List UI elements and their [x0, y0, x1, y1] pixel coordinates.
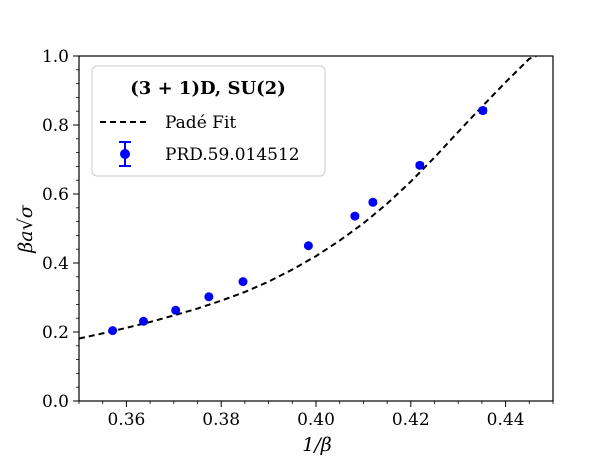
- data-point-prd-59-014512-5: [303, 241, 313, 251]
- legend-title: (3 + 1)D, SU(2): [130, 78, 285, 99]
- data-marker: [368, 197, 378, 207]
- y-tick-label-4: 0.8: [42, 116, 69, 136]
- data-marker: [171, 305, 181, 315]
- data-marker: [108, 326, 118, 336]
- series-line-pad-fit: [79, 56, 537, 340]
- data-point-prd-59-014512-8: [415, 160, 425, 170]
- data-marker: [204, 292, 214, 302]
- data-point-prd-59-014512-0: [108, 326, 118, 336]
- legend: (3 + 1)D, SU(2) Padé Fit PRD.59.014512: [91, 65, 326, 177]
- x-axis-label: 1/β: [302, 434, 331, 456]
- legend-box: [91, 65, 326, 177]
- data-marker: [478, 106, 488, 116]
- y-tick-label-0: 0.0: [42, 392, 69, 412]
- legend-marker-prd: [119, 141, 131, 167]
- y-tick-label-2: 0.4: [42, 254, 69, 274]
- data-point-prd-59-014512-6: [350, 211, 360, 221]
- y-tick-label-3: 0.6: [42, 185, 69, 205]
- legend-label-pade-fit: Padé Fit: [165, 113, 236, 133]
- data-point-prd-59-014512-4: [238, 277, 248, 287]
- data-marker: [238, 277, 248, 287]
- y-axis-label: βa√σ: [15, 204, 37, 253]
- x-tick-label-1: 0.38: [202, 410, 240, 430]
- data-marker: [415, 160, 425, 170]
- y-tick-label-5: 1.0: [42, 47, 69, 67]
- data-point-prd-59-014512-9: [478, 106, 488, 116]
- x-tick-label-0: 0.36: [107, 410, 145, 430]
- data-marker: [350, 211, 360, 221]
- x-tick-label-2: 0.40: [297, 410, 335, 430]
- x-tick-label-3: 0.42: [392, 410, 430, 430]
- data-marker: [138, 316, 148, 326]
- legend-label-prd: PRD.59.014512: [165, 145, 300, 165]
- series-layer: [79, 56, 537, 340]
- data-point-prd-59-014512-2: [171, 305, 181, 315]
- data-marker: [303, 241, 313, 251]
- data-point-prd-59-014512-1: [138, 316, 148, 326]
- x-tick-label-4: 0.44: [487, 410, 525, 430]
- data-point-prd-59-014512-3: [204, 292, 214, 302]
- data-point-prd-59-014512-7: [368, 197, 378, 207]
- y-tick-label-1: 0.2: [42, 323, 69, 343]
- axes-layer: 0.36 0.38 0.40 0.42 0.44 0.0 0.2 0.4 0.6 0.8 1.0: [42, 47, 554, 430]
